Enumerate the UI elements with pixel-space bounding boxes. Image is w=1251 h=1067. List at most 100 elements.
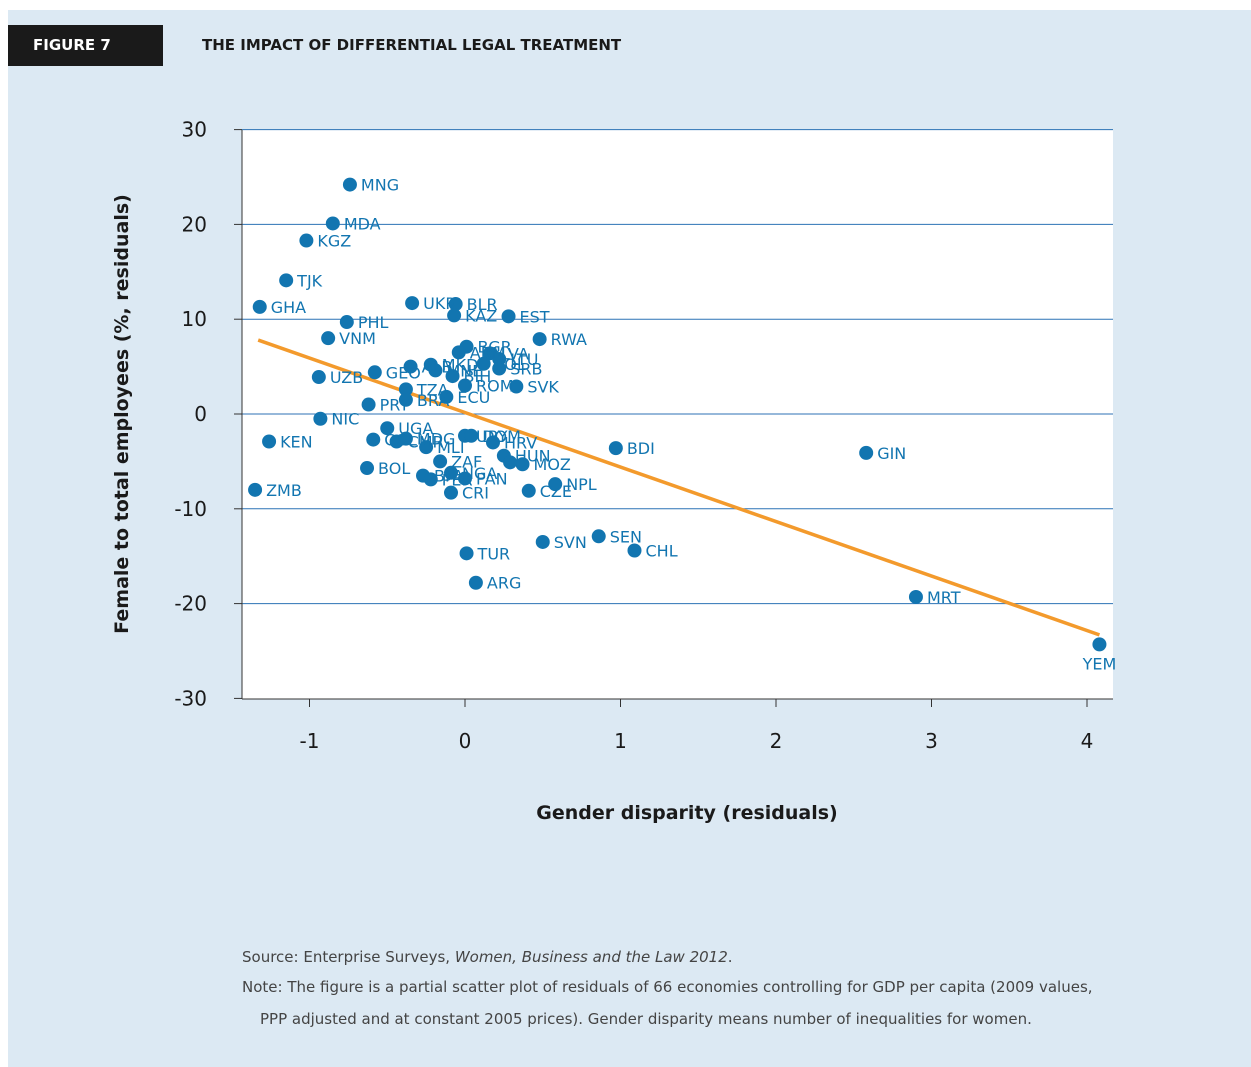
data-point (398, 392, 413, 407)
data-point (325, 216, 340, 231)
data-point (591, 529, 606, 544)
point-label: EST (520, 307, 550, 326)
point-label: SVN (554, 533, 587, 552)
point-label: CRI (462, 484, 489, 503)
data-point (405, 296, 420, 311)
x-tick-label: 2 (770, 729, 783, 753)
data-point (398, 431, 413, 446)
x-tick-label: 0 (459, 729, 472, 753)
data-point (451, 345, 466, 360)
trend-line (257, 338, 1101, 637)
point-label: POL (495, 355, 526, 374)
point-label: KEN (280, 432, 313, 451)
point-label: BOL (378, 459, 410, 478)
data-point (311, 370, 326, 385)
point-label: ARM (470, 343, 506, 362)
data-point (262, 434, 277, 449)
data-point (321, 331, 336, 346)
data-point (548, 477, 563, 492)
data-point (342, 177, 357, 192)
data-point (403, 359, 418, 374)
data-point (398, 382, 413, 397)
data-point (279, 273, 294, 288)
y-tick-label: -20 (174, 592, 207, 616)
data-point (509, 379, 524, 394)
y-tick-label: 0 (194, 402, 207, 426)
y-tick-label: 30 (182, 118, 207, 142)
point-label: MLI (437, 438, 464, 457)
point-label: ARG (487, 574, 521, 593)
data-point (515, 457, 530, 472)
data-point (299, 233, 314, 248)
data-point (428, 363, 443, 378)
point-label: YEM (1082, 654, 1117, 673)
data-point (447, 308, 462, 323)
gridlines (242, 129, 1113, 605)
point-label: PRY (380, 396, 410, 415)
data-point (423, 472, 438, 487)
point-label: SEN (610, 527, 642, 546)
point-label: GIN (877, 444, 906, 463)
note-line-1: Note: The figure is a partial scatter pl… (242, 978, 1093, 996)
source-suffix: . (727, 948, 733, 966)
data-point (459, 546, 474, 561)
source-prefix: Source: Enterprise Surveys, (242, 948, 455, 966)
point-label: KAZ (465, 306, 497, 325)
point-label: COL (384, 431, 417, 450)
data-point (627, 543, 642, 558)
source-title: Women, Business and the Law 2012 (454, 948, 728, 966)
point-label: ROM (476, 377, 514, 396)
point-label: ECU (457, 388, 490, 407)
point-label: ZAF (451, 452, 482, 471)
point-label: CMR (408, 432, 444, 451)
data-point (361, 397, 376, 412)
data-point (485, 435, 500, 450)
point-label: SVK (527, 378, 559, 397)
data-point (339, 315, 354, 330)
x-tick-labels: -1 0 1 2 3 4 (300, 729, 1094, 753)
data-point (380, 421, 395, 436)
x-axis-title: Gender disparity (residuals) (536, 802, 838, 824)
point-label: UKR (423, 294, 456, 313)
point-label: ZMB (266, 481, 302, 500)
point-label: RWA (551, 330, 587, 349)
y-tick-label: 10 (182, 307, 207, 331)
figure-title: THE IMPACT OF DIFFERENTIAL LEGAL TREATME… (202, 36, 622, 54)
point-label: MOZ (534, 455, 571, 474)
data-point (532, 332, 547, 347)
data-point (367, 365, 382, 380)
figure-label: FIGURE 7 (8, 25, 163, 66)
point-label: CZE (540, 482, 572, 501)
data-point (433, 454, 448, 469)
data-point (521, 483, 536, 498)
point-label: MNG (361, 176, 399, 195)
x-tick-label: 4 (1081, 729, 1094, 753)
data-point (492, 361, 507, 376)
y-tick-labels: -30 -20 -10 0 10 20 30 (174, 118, 207, 711)
point-label: PHL (358, 313, 389, 332)
point-label: BDI (627, 439, 655, 458)
point-label: MDG (417, 430, 456, 449)
data-point (535, 534, 550, 549)
data-point (908, 589, 923, 604)
data-point (439, 389, 454, 404)
point-label: CHL (645, 542, 677, 561)
point-label: MKD (442, 356, 479, 375)
point-label: UZB (330, 368, 363, 387)
data-point (1092, 637, 1107, 652)
data-point (458, 471, 472, 486)
point-label: NGA (462, 464, 497, 483)
data-point (464, 428, 479, 443)
x-tick-label: -1 (300, 729, 320, 753)
axes (234, 129, 1113, 707)
data-point (445, 369, 460, 384)
point-label: BFA (434, 467, 464, 486)
data-point (360, 461, 375, 476)
point-label: GHA (271, 298, 306, 317)
data-point (468, 575, 483, 590)
y-axis-title: Female to total employees (%, residuals) (111, 194, 133, 634)
x-tick-label: 3 (925, 729, 938, 753)
data-point (248, 482, 263, 497)
